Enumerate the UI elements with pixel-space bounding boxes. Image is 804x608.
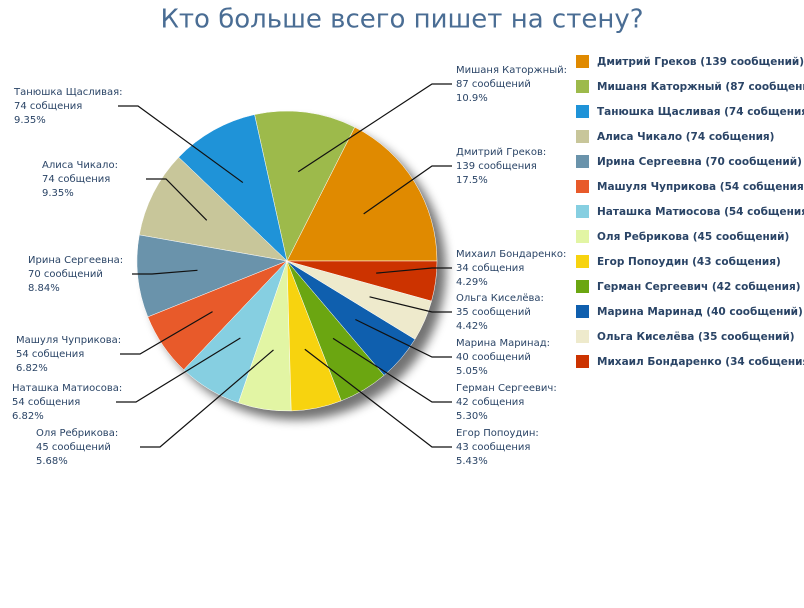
legend-swatch — [576, 355, 589, 368]
callout-percent: 4.29% — [456, 277, 488, 288]
callout-count: 43 сообщения — [456, 442, 530, 453]
callout-count: 87 сообщений — [456, 79, 531, 90]
callout-percent: 9.35% — [42, 188, 74, 199]
callout-name: Ирина Сергеевна: — [28, 255, 123, 266]
callout-name: Герман Сергеевич: — [456, 383, 557, 394]
legend-swatch — [576, 330, 589, 343]
pie-slice — [178, 114, 288, 262]
leader-line — [363, 165, 452, 215]
callout-percent: 5.68% — [36, 456, 68, 467]
pie-slice — [286, 126, 438, 262]
callout-name: Мишаня Каторжный: — [456, 65, 567, 76]
legend-swatch — [576, 130, 589, 143]
callout-name: Танюшка Щасливая: — [13, 87, 123, 98]
leader-line — [146, 178, 208, 221]
legend-label: Машуля Чуприкова (54 собщения) — [597, 181, 804, 193]
legend-swatch — [576, 155, 589, 168]
callout-count: 54 собщения — [12, 397, 80, 408]
legend-label: Ирина Сергеевна (70 сообщений) — [597, 156, 802, 168]
leader-line — [116, 337, 241, 403]
legend-swatch — [576, 230, 589, 243]
callout-percent: 10.9% — [456, 93, 488, 104]
callout-name: Алиса Чикало: — [42, 160, 118, 171]
callout-percent: 5.30% — [456, 411, 488, 422]
pie-slice — [254, 110, 356, 262]
legend-swatch — [576, 305, 589, 318]
legend-label: Ольга Киселёва (35 сообщений) — [597, 331, 795, 343]
legend-label: Оля Ребрикова (45 сообщений) — [597, 231, 789, 243]
callout-name: Михаил Бондаренко: — [456, 249, 566, 260]
legend-swatch — [576, 205, 589, 218]
callout-name: Ольга Киселёва: — [456, 293, 544, 304]
callout-name: Марина Маринад: — [456, 338, 550, 349]
leader-line — [120, 311, 213, 355]
callout-count: 74 собщения — [14, 101, 82, 112]
callout-percent: 6.82% — [16, 363, 48, 374]
callout-count: 34 собщения — [456, 263, 524, 274]
callout-name: Оля Ребрикова: — [36, 428, 118, 439]
callout-count: 74 собщения — [42, 174, 110, 185]
callout-count: 70 сообщений — [28, 269, 103, 280]
pie-slice — [136, 234, 288, 318]
legend-label: Марина Маринад (40 сообщений) — [597, 306, 803, 318]
leader-line — [304, 348, 452, 448]
legend-label: Алиса Чикало (74 собщения) — [597, 131, 774, 143]
legend-swatch — [576, 180, 589, 193]
leader-line — [132, 269, 198, 275]
leader-line — [376, 267, 452, 274]
callout-percent: 9.35% — [14, 115, 46, 126]
leader-line — [355, 318, 452, 358]
legend-label: Дмитрий Греков (139 сообщений) — [597, 56, 804, 68]
callout-percent: 4.42% — [456, 321, 488, 332]
callout-count: 54 собщения — [16, 349, 84, 360]
callout-count: 35 сообщений — [456, 307, 531, 318]
callout-name: Егор Попоудин: — [456, 428, 539, 439]
chart-title: Кто больше всего пишет на стену? — [160, 5, 643, 35]
leader-line — [369, 296, 452, 313]
legend-swatch — [576, 105, 589, 118]
callout-percent: 17.5% — [456, 175, 488, 186]
leader-line — [297, 83, 452, 173]
legend-label: Наташка Матиосова (54 собщения) — [597, 206, 804, 218]
callout-count: 40 сообщений — [456, 352, 531, 363]
callout-percent: 5.43% — [456, 456, 488, 467]
callout-count: 45 сообщений — [36, 442, 111, 453]
legend-label: Герман Сергеевич (42 собщения) — [597, 281, 801, 293]
legend-label: Мишаня Каторжный (87 сообщений) — [597, 81, 804, 93]
leader-line — [118, 105, 244, 184]
callout-count: 139 сообщения — [456, 161, 537, 172]
legend-label: Танюшка Щасливая (74 собщения) — [597, 106, 804, 118]
callout-percent: 6.82% — [12, 411, 44, 422]
legend-label: Егор Попоудин (43 собщения) — [597, 256, 781, 268]
legend-swatch — [576, 80, 589, 93]
legend-label: Михаил Бондаренко (34 собщения) — [597, 356, 804, 368]
legend-swatch — [576, 55, 589, 68]
legend-swatch — [576, 255, 589, 268]
leader-line — [332, 337, 452, 403]
callout-percent: 5.05% — [456, 366, 488, 377]
callout-name: Дмитрий Греков: — [456, 147, 546, 158]
callout-percent: 8.84% — [28, 283, 60, 294]
callout-name: Машуля Чуприкова: — [16, 335, 121, 346]
leader-line — [140, 349, 274, 448]
callout-name: Наташка Матиосова: — [12, 383, 122, 394]
legend-swatch — [576, 280, 589, 293]
pie-slice — [138, 156, 288, 262]
callout-count: 42 собщения — [456, 397, 524, 408]
